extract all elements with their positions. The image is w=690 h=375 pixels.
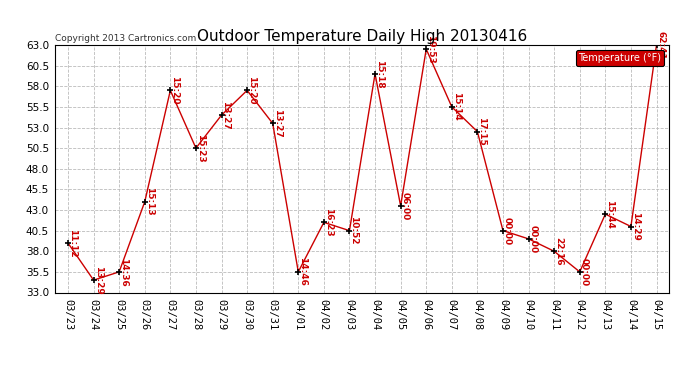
- Text: 14:36: 14:36: [119, 258, 128, 286]
- Text: 00:00: 00:00: [529, 225, 538, 253]
- Text: 06:00: 06:00: [401, 192, 410, 220]
- Text: 10:52: 10:52: [349, 216, 359, 245]
- Legend: Temperature (°F): Temperature (°F): [575, 50, 664, 66]
- Text: 17:15: 17:15: [477, 117, 486, 146]
- Text: 14:29: 14:29: [631, 212, 640, 241]
- Text: 13:29: 13:29: [94, 266, 103, 294]
- Text: 15:14: 15:14: [452, 93, 461, 121]
- Text: 14:46: 14:46: [298, 257, 307, 286]
- Text: Copyright 2013 Cartronics.com: Copyright 2013 Cartronics.com: [55, 33, 197, 42]
- Text: 19:53: 19:53: [426, 35, 435, 63]
- Text: 13:27: 13:27: [273, 109, 282, 138]
- Text: 15:23: 15:23: [196, 134, 205, 162]
- Text: 62:41: 62:41: [656, 31, 666, 59]
- Text: 16:23: 16:23: [324, 208, 333, 237]
- Text: 11:12: 11:12: [68, 229, 77, 257]
- Text: 22:16: 22:16: [554, 237, 563, 266]
- Text: 15:13: 15:13: [145, 188, 154, 216]
- Text: 15:20: 15:20: [247, 76, 256, 105]
- Text: 00:00: 00:00: [503, 217, 512, 245]
- Text: 15:18: 15:18: [375, 60, 384, 88]
- Text: 15:20: 15:20: [170, 76, 179, 105]
- Text: 13:27: 13:27: [221, 101, 230, 129]
- Text: 15:44: 15:44: [605, 200, 614, 228]
- Text: 00:00: 00:00: [580, 258, 589, 286]
- Title: Outdoor Temperature Daily High 20130416: Outdoor Temperature Daily High 20130416: [197, 29, 527, 44]
